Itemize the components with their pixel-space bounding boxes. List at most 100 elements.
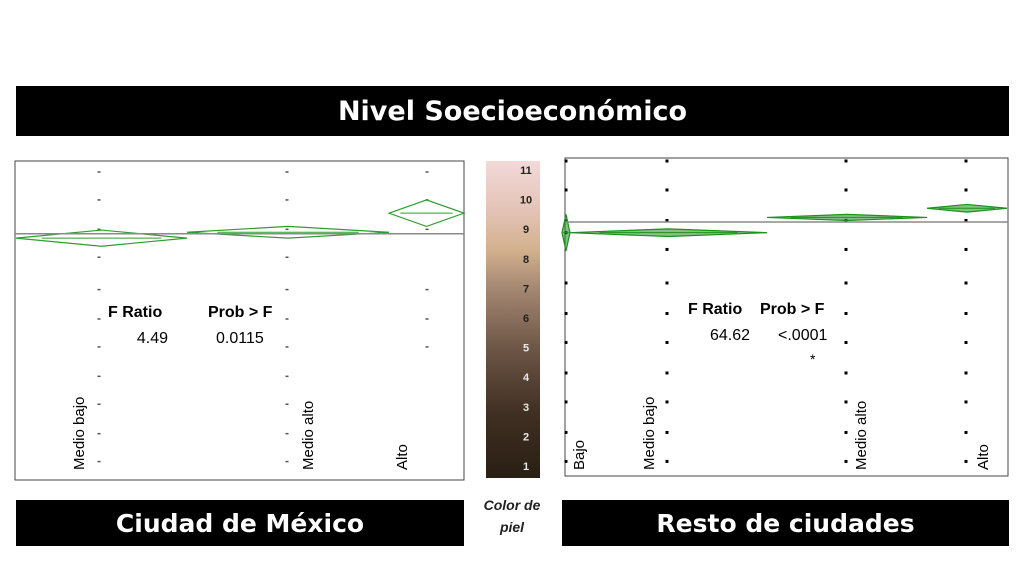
left-plot-frame bbox=[14, 160, 465, 481]
data-point bbox=[285, 228, 289, 231]
data-point bbox=[425, 171, 429, 173]
legend-tick-label: 11 bbox=[520, 165, 532, 177]
data-point bbox=[564, 430, 568, 434]
data-point bbox=[665, 188, 669, 192]
data-point bbox=[665, 247, 669, 251]
legend-tick-label: 1 bbox=[523, 461, 529, 473]
left-prob-label: Prob > F bbox=[208, 304, 273, 321]
data-point bbox=[97, 288, 101, 291]
left-chart: Medio bajo Medio alto Alto F Ratio Prob > … bbox=[14, 160, 466, 481]
data-point bbox=[844, 430, 848, 434]
data-point bbox=[564, 459, 568, 463]
page-title: Nivel Soecioeconómico bbox=[16, 86, 1009, 136]
legend-tick-label: 5 bbox=[523, 343, 529, 355]
skin-color-bar bbox=[486, 161, 540, 478]
data-point bbox=[665, 459, 669, 463]
data-point bbox=[665, 340, 669, 344]
category-label: Medio bajo bbox=[71, 397, 88, 470]
data-point bbox=[425, 288, 429, 291]
data-point bbox=[964, 312, 968, 315]
data-point bbox=[97, 228, 101, 231]
legend-caption-line1: Color de bbox=[483, 497, 541, 513]
data-point bbox=[97, 256, 101, 259]
left-f-ratio-label: F Ratio bbox=[108, 304, 162, 321]
mean-diamond bbox=[387, 199, 466, 228]
legend-tick-label: 4 bbox=[523, 372, 530, 384]
data-point bbox=[665, 281, 669, 285]
data-point bbox=[285, 432, 289, 435]
data-point bbox=[564, 340, 568, 344]
right-chart: Bajo Medio bajo Medio alto Alto F Ratio Pro… bbox=[561, 157, 1009, 477]
data-point bbox=[97, 318, 101, 320]
legend-caption: Color de piel bbox=[472, 494, 552, 538]
right-prob-label: Prob > F bbox=[760, 301, 825, 318]
data-point bbox=[964, 340, 968, 344]
data-point bbox=[665, 430, 669, 434]
data-point bbox=[285, 288, 289, 291]
data-point bbox=[964, 159, 968, 163]
right-significance-mark: * bbox=[810, 351, 816, 367]
data-point bbox=[285, 256, 289, 259]
data-point bbox=[564, 281, 568, 285]
data-point bbox=[285, 346, 289, 348]
data-point bbox=[665, 371, 669, 375]
data-point bbox=[425, 228, 429, 231]
data-point bbox=[665, 312, 669, 315]
data-point bbox=[844, 188, 848, 192]
data-point bbox=[964, 371, 968, 375]
data-point bbox=[564, 159, 568, 163]
legend-tick-label: 9 bbox=[523, 224, 529, 236]
skin-color-legend: 1 2 3 4 5 6 7 8 9 10 11 bbox=[486, 161, 540, 478]
data-point bbox=[285, 460, 289, 463]
data-point bbox=[564, 188, 568, 192]
legend-caption-line2: piel bbox=[499, 519, 525, 535]
data-point bbox=[964, 188, 968, 192]
category-label: Medio alto bbox=[853, 401, 870, 470]
category-label: Alto bbox=[394, 444, 411, 470]
data-point bbox=[844, 281, 848, 285]
data-point bbox=[844, 459, 848, 463]
data-point bbox=[285, 171, 289, 173]
data-point bbox=[425, 318, 429, 320]
data-point bbox=[964, 459, 968, 463]
data-point bbox=[844, 371, 848, 375]
legend-tick-label: 6 bbox=[523, 313, 529, 325]
data-point bbox=[844, 159, 848, 163]
data-point bbox=[97, 432, 101, 435]
data-point bbox=[97, 171, 101, 173]
data-point bbox=[844, 400, 848, 404]
right-panel-title: Resto de ciudades bbox=[562, 500, 1009, 546]
category-label: Alto bbox=[975, 444, 992, 470]
data-point bbox=[665, 400, 669, 404]
data-point bbox=[964, 281, 968, 285]
data-point bbox=[564, 371, 568, 375]
legend-tick-label: 3 bbox=[523, 402, 529, 414]
data-point bbox=[285, 318, 289, 320]
category-label: Medio bajo bbox=[641, 397, 658, 470]
data-point bbox=[425, 346, 429, 348]
data-point bbox=[97, 375, 101, 378]
data-point bbox=[285, 403, 289, 406]
data-point bbox=[844, 247, 848, 251]
right-plot-frame bbox=[564, 157, 1009, 477]
legend-tick-label: 10 bbox=[520, 195, 532, 207]
legend-tick-label: 2 bbox=[523, 431, 529, 443]
data-point bbox=[844, 340, 848, 344]
data-point bbox=[964, 400, 968, 404]
data-point bbox=[97, 403, 101, 406]
category-label: Medio alto bbox=[300, 401, 317, 470]
data-point bbox=[97, 460, 101, 463]
left-prob-value: 0.0115 bbox=[216, 330, 264, 347]
right-prob-value: <.0001 bbox=[778, 327, 827, 344]
data-point bbox=[665, 159, 669, 163]
data-point bbox=[285, 375, 289, 378]
data-point bbox=[964, 218, 968, 222]
data-point bbox=[97, 346, 101, 348]
left-f-ratio-value: 4.49 bbox=[137, 330, 168, 347]
legend-tick-label: 7 bbox=[523, 283, 529, 295]
category-label: Bajo bbox=[571, 440, 588, 470]
right-f-ratio-value: 64.62 bbox=[710, 327, 750, 344]
data-point bbox=[564, 312, 568, 315]
right-f-ratio-label: F Ratio bbox=[688, 301, 742, 318]
